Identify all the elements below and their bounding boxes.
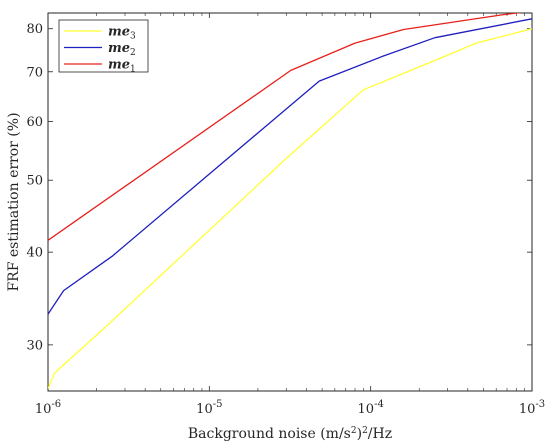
y-axis-label: FRF estimation error (%) (6, 112, 22, 291)
x-tick-label: 10-5 (196, 399, 222, 417)
ticks-layer: 10-6 10-5 10-4 10-3 30 40 50 60 70 80 (26, 13, 545, 417)
x-tick-label: 10-3 (519, 399, 545, 417)
y-tick-label: 80 (26, 22, 43, 37)
y-tick-label: 40 (26, 246, 43, 261)
legend-label: me3 (108, 25, 136, 42)
y-tick-label: 70 (26, 65, 43, 80)
x-tick-label: 10-6 (35, 399, 61, 417)
legend-label: me1 (108, 58, 136, 75)
y-tick-label: 60 (26, 115, 43, 130)
x-axis-label: Background noise (m/s2)2/Hz (188, 426, 392, 442)
series-line (48, 28, 532, 389)
y-tick-label: 30 (26, 338, 43, 353)
legend-box (58, 19, 149, 73)
series-layer (48, 13, 532, 389)
x-tick-label: 10-4 (358, 399, 384, 417)
legend-label: me2 (108, 41, 136, 58)
y-tick-label: 50 (26, 174, 43, 189)
series-line (48, 18, 532, 315)
plot-area (47, 12, 533, 392)
series-line (48, 13, 523, 241)
